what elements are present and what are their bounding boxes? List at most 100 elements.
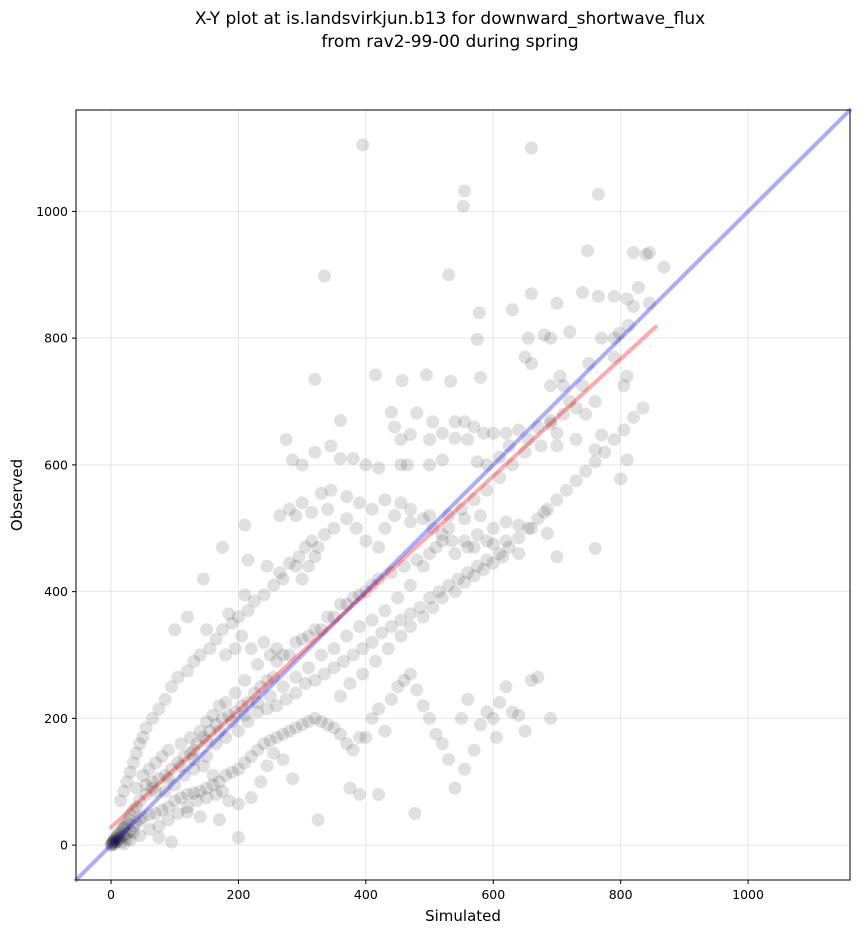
scatter-point [505, 458, 519, 472]
scatter-point [579, 464, 593, 478]
scatter-point [518, 724, 532, 738]
y-tick-label: 400 [44, 584, 68, 599]
scatter-point [340, 490, 354, 504]
scatter-point [222, 708, 236, 722]
scatter-point [458, 415, 472, 429]
scatter-point [260, 673, 274, 687]
scatter-point [212, 813, 226, 827]
scatter-point [254, 775, 268, 789]
scatter-point [187, 786, 201, 800]
scatter-point [282, 556, 296, 570]
scatter-point [496, 550, 510, 564]
scatter-point [180, 664, 194, 678]
scatter-point [563, 395, 577, 409]
scatter-point [123, 765, 137, 779]
scatter-point [458, 512, 472, 526]
scatter-point [493, 696, 507, 710]
scatter-point [359, 458, 373, 472]
scatter-point [276, 572, 290, 586]
scatter-point [642, 296, 656, 310]
scatter-point [231, 724, 245, 738]
scatter-point [177, 749, 191, 763]
scatter-point [187, 762, 201, 776]
scatter-point [225, 765, 239, 779]
scatter-point [136, 810, 150, 824]
scatter-point [569, 401, 583, 415]
scatter-point [505, 705, 519, 719]
scatter-point [356, 138, 370, 152]
scatter-point [333, 414, 347, 428]
scatter-point [152, 772, 166, 786]
chart-title: X-Y plot at is.landsvirkjun.b13 for down… [194, 9, 706, 29]
scatter-point [155, 749, 169, 763]
scatter-point [308, 673, 322, 687]
scatter-point [493, 450, 507, 464]
scatter-point [563, 325, 577, 339]
scatter-point [165, 835, 179, 849]
scatter-point [152, 819, 166, 833]
scatter-point [235, 699, 249, 713]
scatter-point [251, 705, 265, 719]
scatter-point [324, 483, 338, 497]
scatter-point [442, 578, 456, 592]
scatter-point [365, 578, 379, 592]
scatter-point [626, 299, 640, 313]
scatter-point [340, 629, 354, 643]
scatter-point [544, 331, 558, 345]
scatter-point [193, 810, 207, 824]
scatter-point [419, 368, 433, 382]
scatter-point [607, 433, 621, 447]
scatter-point [314, 715, 328, 729]
scatter-point [456, 199, 470, 213]
scatter-point [435, 534, 449, 548]
scatter-point [187, 743, 201, 757]
scatter-point [251, 658, 265, 672]
scatter-point [378, 604, 392, 618]
scatter-point [308, 372, 322, 386]
scatter-point [454, 711, 468, 725]
regression-line [109, 324, 658, 830]
scatter-point [117, 784, 131, 798]
scatter-point [333, 689, 347, 703]
scatter-point [617, 423, 631, 437]
scatter-point [426, 415, 440, 429]
scatter-point [209, 737, 223, 751]
scatter-point [117, 837, 131, 851]
scatter-point [343, 677, 357, 691]
scatter-point [117, 820, 131, 834]
scatter-point [435, 591, 449, 605]
scatter-point [317, 667, 331, 681]
scatter-point [241, 696, 255, 710]
scatter-point [279, 692, 293, 706]
scatter-point [544, 417, 558, 431]
scatter-point [403, 620, 417, 634]
scatter-point [200, 623, 214, 637]
scatter-point [260, 759, 274, 773]
y-tick-label: 200 [44, 711, 68, 726]
scatter-point [260, 702, 274, 716]
scatter-point [276, 680, 290, 694]
scatter-point [470, 332, 484, 346]
scatter-point [114, 835, 128, 849]
scatter-point [219, 730, 233, 744]
scatter-point [403, 427, 417, 441]
scatter-point [359, 534, 373, 548]
scatter-point [133, 737, 147, 751]
scatter-point [270, 642, 284, 656]
scatter-point [317, 269, 331, 283]
scatter-point [136, 768, 150, 782]
scatter-point [461, 566, 475, 580]
scatter-point [448, 781, 462, 795]
scatter-point [632, 280, 646, 294]
scatter-point [209, 787, 223, 801]
scatter-point [448, 431, 462, 445]
scatter-point [203, 724, 217, 738]
scatter-point [193, 648, 207, 662]
chart-subtitle: from rav2-99-00 during spring [321, 32, 579, 52]
scatter-point [470, 528, 484, 542]
scatter-point [289, 721, 303, 735]
scatter-point [410, 553, 424, 567]
y-tick-label: 800 [44, 331, 68, 346]
scatter-point [117, 829, 131, 843]
scatter-point [346, 743, 360, 757]
